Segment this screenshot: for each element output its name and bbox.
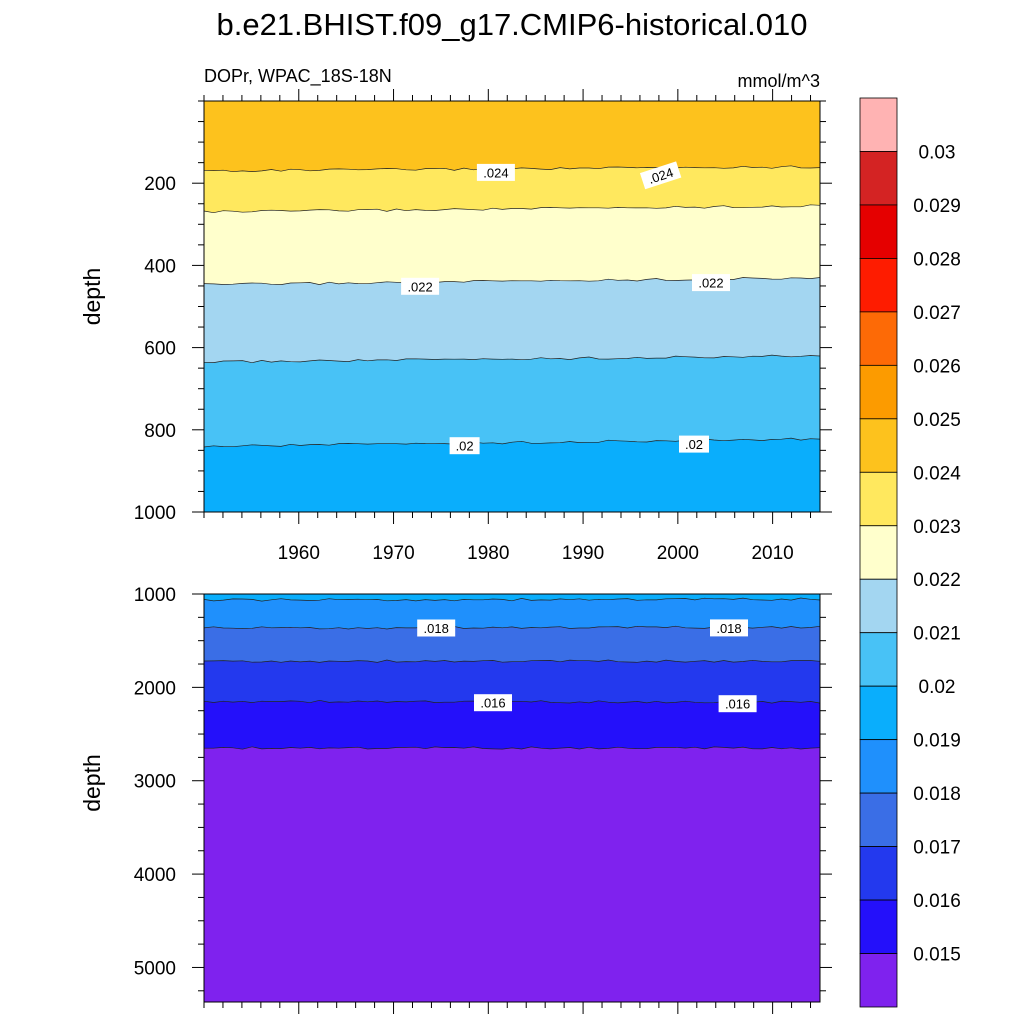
colorbar-label: 0.022 [913,570,961,591]
units-label: mmol/m^3 [738,71,820,91]
y-axis-label: depth [79,754,105,812]
contour-label: .016 [718,695,757,713]
x-tick-label: 2010 [751,543,793,564]
y-tick-label: 600 [144,339,176,360]
colorbar: 0.015 0.016 0.017 0.018 0.019 0.02 0.021 0.022 0… [859,97,961,1008]
contour-label-text: .018 [424,621,449,636]
y-tick-label: 400 [144,256,176,277]
colorbar-label: 0.027 [913,303,961,324]
x-tick-label: 1960 [278,543,320,564]
contour-band [204,204,820,285]
contour-label: .022 [692,274,730,292]
colorbar-label: 0.023 [913,517,961,538]
variable-label: DOPr, WPAC_18S-18N [204,66,392,87]
x-tick-label: 1970 [372,543,414,564]
colorbar-swatch [859,953,898,1008]
colorbar-label: 0.02 [919,677,956,698]
colorbar-label: 0.024 [913,463,961,484]
colorbar-label: 0.017 [913,838,961,859]
colorbar-swatch [859,418,898,473]
colorbar-label: 0.026 [913,356,961,377]
colorbar-swatch [859,204,898,259]
colorbar-swatch [859,899,898,954]
contour-label-text: .024 [646,165,675,187]
y-tick-label: 1000 [134,585,176,606]
colorbar-label: 0.019 [913,731,961,752]
contour-line [203,354,821,364]
colorbar-swatch [859,151,898,206]
colorbar-label: 0.029 [913,196,961,217]
contour-label: .024 [476,163,515,181]
x-tick-label: 1980 [467,543,509,564]
y-tick-label: 3000 [134,772,176,793]
colorbar-label: 0.016 [913,891,961,912]
contour-label: .02 [679,435,709,453]
contour-band [204,277,820,363]
y-tick-label: 200 [144,174,176,195]
contour-label-text: .022 [407,279,432,294]
contour-label-text: .024 [483,165,508,180]
contour-band [204,700,820,750]
colorbar-swatch [859,311,898,366]
colorbar-swatch [859,97,898,152]
colorbar-label: 0.03 [919,142,956,163]
colorbar-swatch [859,739,898,794]
plot-panels: .024 .024 .022 .022 .02 .02 200 400 600 800 1000 de… [79,89,832,1014]
contour-band [204,438,820,512]
colorbar-label: 0.015 [913,945,961,966]
y-axis-label: depth [79,268,105,326]
colorbar-swatch [859,258,898,313]
panel-1: .024 .024 .022 .022 .02 .02 200 400 600 800 1000 de… [79,89,832,564]
colorbar-swatch [859,525,898,580]
colorbar-swatch [859,685,898,741]
contour-label: .016 [474,694,512,712]
contour-line [203,659,821,663]
contour-label: .02 [449,437,480,455]
contour-line [203,204,821,214]
contour-label-text: .02 [685,437,703,452]
panel-2: .018 .018 .016 .016 1000 2000 3000 4000 5000 dept… [79,585,832,1014]
colorbar-label: 0.021 [913,624,961,645]
y-tick-label: 5000 [134,958,176,979]
contour-label: .018 [710,619,748,637]
colorbar-label: 0.018 [913,784,961,805]
x-tick-label: 2000 [657,543,699,564]
contour-band [204,626,820,663]
colorbar-swatch [859,578,898,634]
colorbar-swatch [859,632,898,687]
contour-band [204,660,820,704]
contour-label: .024 [639,161,682,190]
colorbar-swatch [859,364,898,420]
contour-band [204,746,820,1002]
plot-frame [203,593,821,1003]
contour-label-text: .016 [480,696,505,711]
colorbar-swatch [859,846,898,901]
contour-label-text: .02 [456,439,474,454]
x-tick-label: 1990 [562,543,604,564]
contour-label: .018 [417,619,456,637]
y-tick-label: 1000 [134,503,176,524]
contour-label-text: .022 [698,276,723,291]
contour-label: .022 [401,277,440,295]
chart-title: b.e21.BHIST.f09_g17.CMIP6-historical.010 [216,7,807,42]
y-tick-label: 4000 [134,865,176,886]
contour-line [203,437,821,448]
contour-line [204,746,821,750]
contour-band [204,598,820,629]
y-tick-label: 2000 [134,678,176,699]
contour-label-text: .018 [716,621,741,636]
colorbar-label: 0.025 [913,410,961,431]
colorbar-label: 0.028 [913,249,961,270]
colorbar-swatch [859,471,898,527]
contour-band [204,101,820,172]
contour-label-text: .016 [725,697,750,712]
contour-band [204,355,820,447]
y-tick-label: 800 [144,421,176,442]
contour-line [203,597,821,602]
colorbar-swatch [859,792,898,847]
contour-band [204,594,820,602]
